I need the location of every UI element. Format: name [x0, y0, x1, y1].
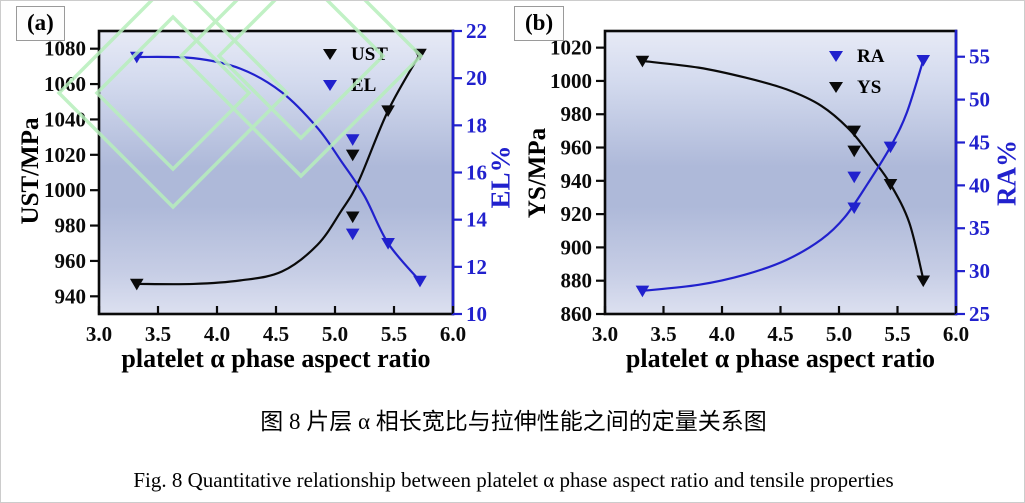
tick-label: 55 [969, 45, 990, 69]
legend-label-ys: YS [857, 77, 882, 98]
tick-label: 5.0 [322, 322, 348, 346]
tick-label: 1020 [44, 143, 86, 167]
series-ys-marker [847, 145, 862, 158]
triangle-down-icon [829, 51, 843, 62]
tick-label: 6.0 [440, 322, 466, 346]
tick-label: 6.0 [943, 322, 969, 346]
tick-label: 50 [969, 88, 990, 112]
chart-b-legend: RA YS [829, 47, 884, 97]
axis-title-x-b: platelet α phase aspect ratio [625, 344, 936, 373]
series-el-marker [381, 238, 395, 250]
caption-english: Fig. 8 Quantitative relationship between… [133, 468, 894, 492]
tick-label: 5.5 [884, 322, 910, 346]
tick-label: 4.0 [709, 322, 735, 346]
series-ra-marker [916, 54, 931, 67]
legend-item-ust: UST [323, 45, 388, 64]
tick-label: 12 [466, 255, 487, 279]
tick-label: 900 [561, 235, 593, 259]
axis-title-ust: UST/MPa [17, 117, 44, 225]
tick-label: 25 [969, 302, 990, 326]
tick-label: 1040 [44, 107, 86, 131]
tick-label: 940 [561, 169, 593, 193]
legend-label-el: EL [351, 75, 377, 96]
tick-label: 45 [969, 130, 990, 154]
series-ra-marker [883, 141, 898, 154]
chart-a-legend: UST EL [323, 45, 388, 95]
axis-title-x-a: platelet α phase aspect ratio [121, 344, 431, 373]
series-ra-marker [847, 202, 862, 215]
series-el-marker [413, 275, 427, 288]
series-ust-marker [129, 278, 144, 291]
tick-label: 1000 [550, 69, 592, 93]
legend-item-el: EL [323, 76, 388, 95]
series-ys-marker [847, 125, 862, 138]
tick-label: 5.5 [381, 322, 407, 346]
tick-label: 30 [969, 259, 990, 283]
tick-label: 1060 [44, 72, 86, 96]
tick-label: 1000 [44, 178, 86, 202]
tick-label: 4.5 [263, 322, 289, 346]
legend-label-ra: RA [857, 46, 885, 67]
axis-title-ra: RA% [991, 140, 1022, 206]
tick-label: 10 [466, 302, 487, 326]
tick-label: 980 [561, 102, 593, 126]
series-ys-marker [883, 178, 898, 191]
tick-label: 880 [561, 269, 593, 293]
axis-title-ys: YS/MPa [524, 127, 551, 219]
tick-label: 960 [561, 136, 593, 160]
tick-label: 35 [969, 216, 990, 240]
tick-label: 40 [969, 173, 990, 197]
series-ust-marker [345, 211, 360, 224]
tick-label: 940 [55, 284, 87, 308]
series-ra-marker [847, 171, 862, 184]
axis-title-el: EL% [485, 145, 516, 209]
series-ys-marker [635, 55, 650, 68]
tick-label: 4.0 [204, 322, 230, 346]
plot-background [605, 31, 956, 314]
tick-label: 3.0 [592, 322, 618, 346]
triangle-down-icon [323, 80, 337, 91]
panel-b-label: (b) [514, 6, 565, 41]
tick-label: 20 [466, 66, 487, 90]
tick-label: 22 [466, 19, 487, 43]
caption-chinese: 图 8 片层 α 相长宽比与拉伸性能之间的定量关系图 [260, 409, 767, 434]
legend-item-ys: YS [829, 78, 884, 97]
tick-label: 4.5 [767, 322, 793, 346]
series-ys-fit-curve [642, 59, 925, 280]
series-el-marker [345, 228, 360, 241]
legend-label-ust: UST [351, 44, 388, 65]
series-ra-fit-curve [642, 59, 925, 292]
tick-label: 920 [561, 202, 593, 226]
tick-label: 5.0 [826, 322, 852, 346]
tick-label: 3.5 [145, 322, 171, 346]
triangle-down-icon [323, 49, 337, 60]
series-ys-marker [916, 275, 931, 288]
tick-label: 3.0 [86, 322, 112, 346]
triangle-down-icon [829, 82, 843, 93]
plot-background [99, 31, 453, 314]
tick-label: 16 [466, 161, 487, 185]
tick-label: 980 [55, 214, 87, 238]
series-ra-marker [635, 285, 650, 298]
tick-label: 14 [466, 208, 488, 232]
tick-label: 18 [466, 113, 487, 137]
panel-a-label: (a) [16, 6, 65, 41]
chart-b-plot: 3.0 3.5 4.0 4.5 5.0 5.5 6.0 860 880 900 920 940 960 9… [550, 29, 990, 346]
tick-label: 3.5 [650, 322, 676, 346]
chart-a-plot: 3.0 3.5 4.0 4.5 5.0 5.5 6.09409609801000102010… [44, 19, 488, 346]
tick-label: 860 [561, 302, 593, 326]
tick-label: 960 [55, 249, 87, 273]
legend-item-ra: RA [829, 47, 884, 66]
